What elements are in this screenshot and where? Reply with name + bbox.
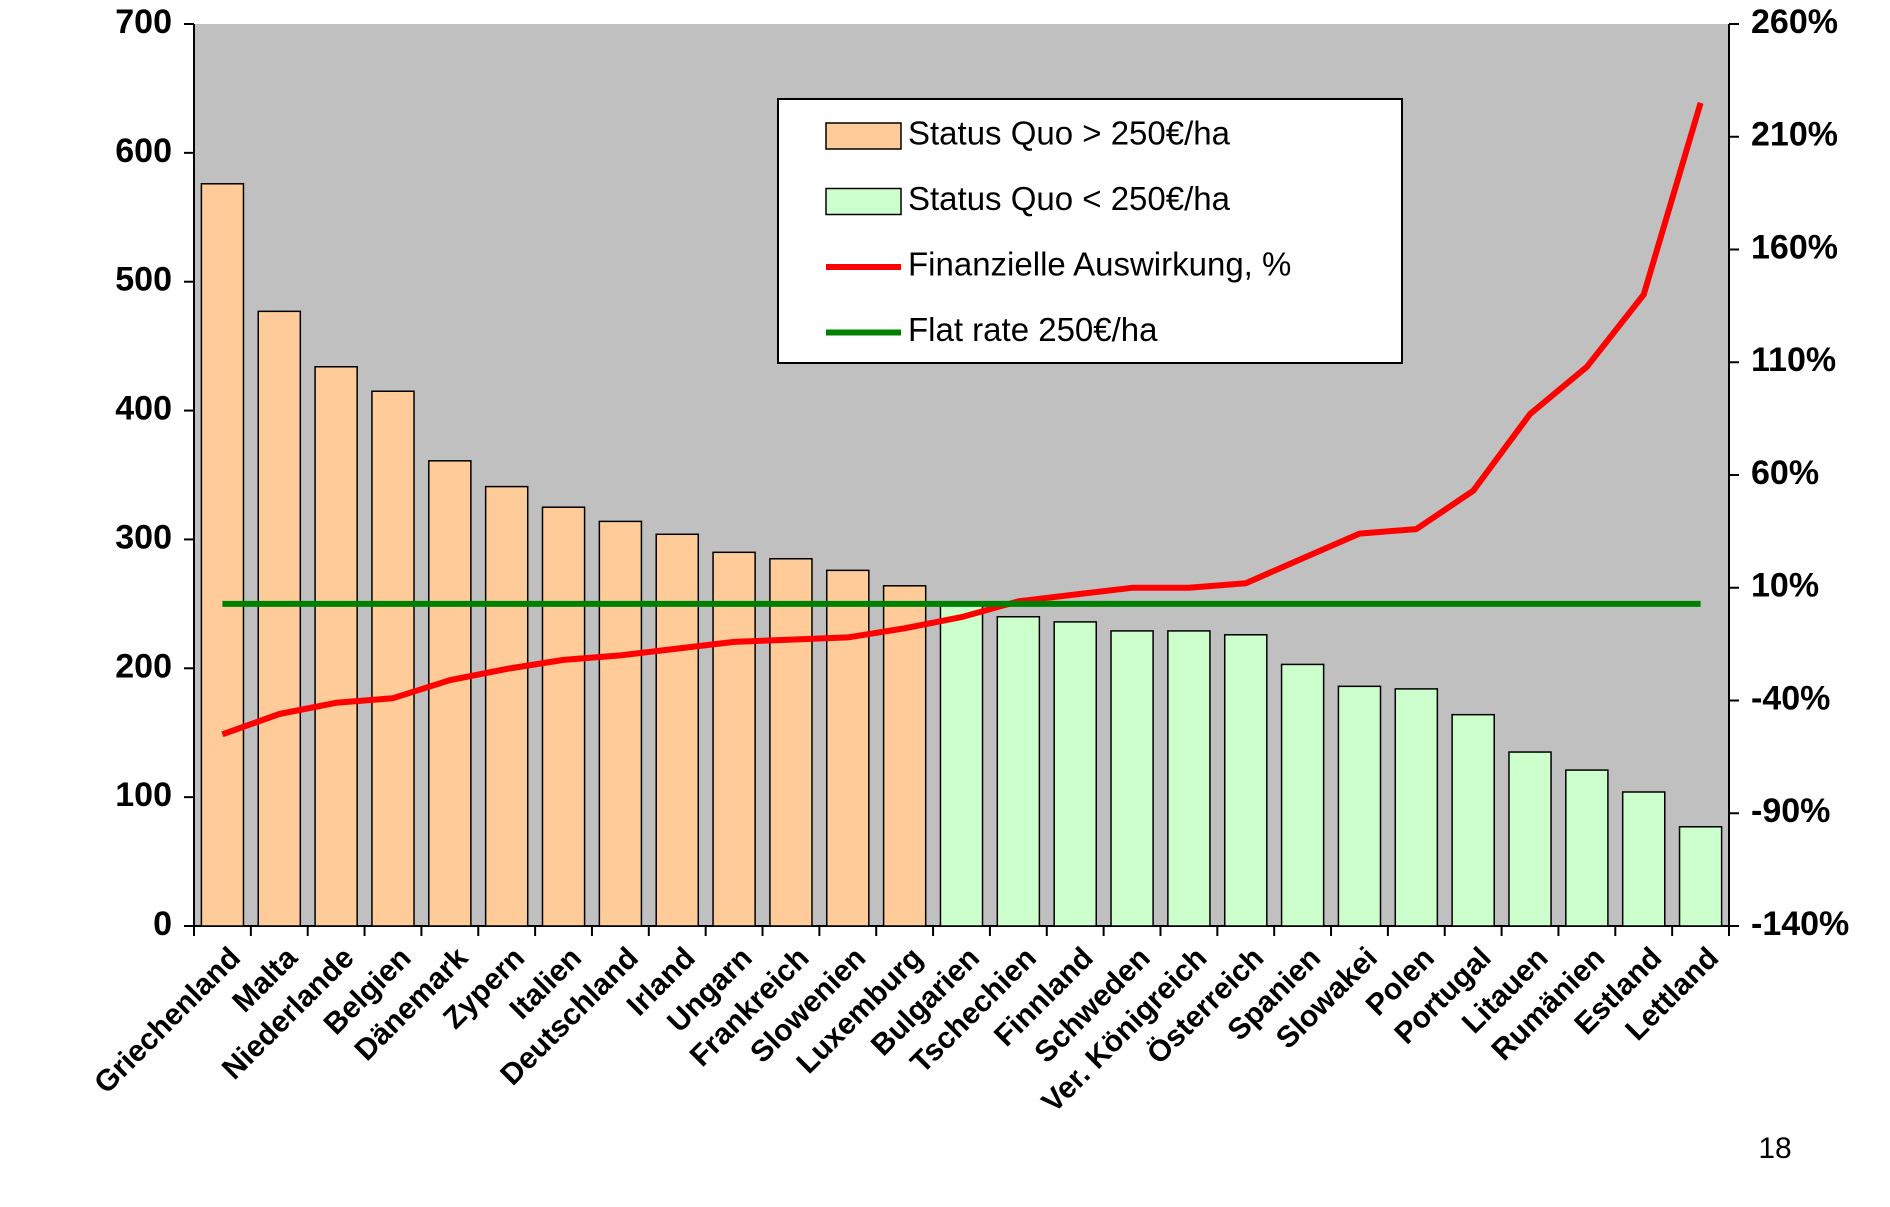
bar	[1223, 634, 1268, 927]
bar	[1280, 663, 1325, 927]
legend-swatch	[825, 122, 902, 150]
bar	[655, 533, 700, 927]
y-tick-label: 100	[115, 776, 172, 814]
legend-label: Status Quo > 250€/ha	[908, 115, 1231, 152]
y-tick-label: 200	[115, 647, 172, 685]
bar	[314, 366, 358, 927]
bar	[1508, 751, 1552, 927]
bar	[428, 460, 472, 927]
bar	[996, 615, 1041, 927]
y2-tick-label: 110%	[1751, 341, 1836, 379]
bar	[541, 506, 586, 927]
bar	[1621, 791, 1666, 927]
line-series	[221, 102, 1704, 738]
bar	[257, 310, 302, 927]
bar	[200, 183, 245, 927]
legend-label: Flat rate 250€/ha	[908, 311, 1158, 348]
bar	[1394, 688, 1439, 927]
y2-tick-label: -140%	[1751, 905, 1849, 943]
bar	[1337, 685, 1382, 927]
y-tick-label: 700	[115, 3, 172, 41]
bar	[1167, 630, 1211, 927]
bar	[598, 520, 643, 927]
bar	[769, 558, 813, 927]
bar	[826, 569, 870, 927]
y2-tick-label: -40%	[1751, 679, 1830, 717]
legend-label: Status Quo < 250€/ha	[908, 180, 1231, 217]
bar	[1565, 769, 1609, 927]
bar	[1451, 713, 1495, 927]
bar	[484, 485, 529, 927]
bar	[371, 390, 415, 927]
y2-tick-label: 10%	[1751, 567, 1819, 605]
y-tick-label: 500	[115, 261, 172, 299]
page-number: 18	[1758, 1132, 1791, 1165]
y-tick-label: 0	[153, 905, 172, 943]
y2-tick-label: 260%	[1751, 3, 1838, 41]
y-tick-label: 400	[115, 390, 172, 428]
x-tick-label: Griechenland	[88, 941, 247, 1100]
bar	[1110, 630, 1154, 927]
y2-tick-label: -90%	[1751, 792, 1830, 830]
legend-swatch	[825, 187, 902, 216]
bar	[712, 551, 756, 927]
bar	[1053, 621, 1097, 927]
legend-label: Finanzielle Auswirkung, %	[908, 246, 1291, 283]
bar	[939, 603, 984, 927]
bar	[1678, 826, 1723, 927]
y2-tick-label: 160%	[1751, 228, 1838, 266]
y-tick-label: 600	[115, 132, 172, 170]
y-tick-label: 300	[115, 518, 172, 556]
bar	[882, 585, 927, 927]
y2-tick-label: 60%	[1751, 454, 1819, 492]
y2-tick-label: 210%	[1751, 116, 1838, 154]
